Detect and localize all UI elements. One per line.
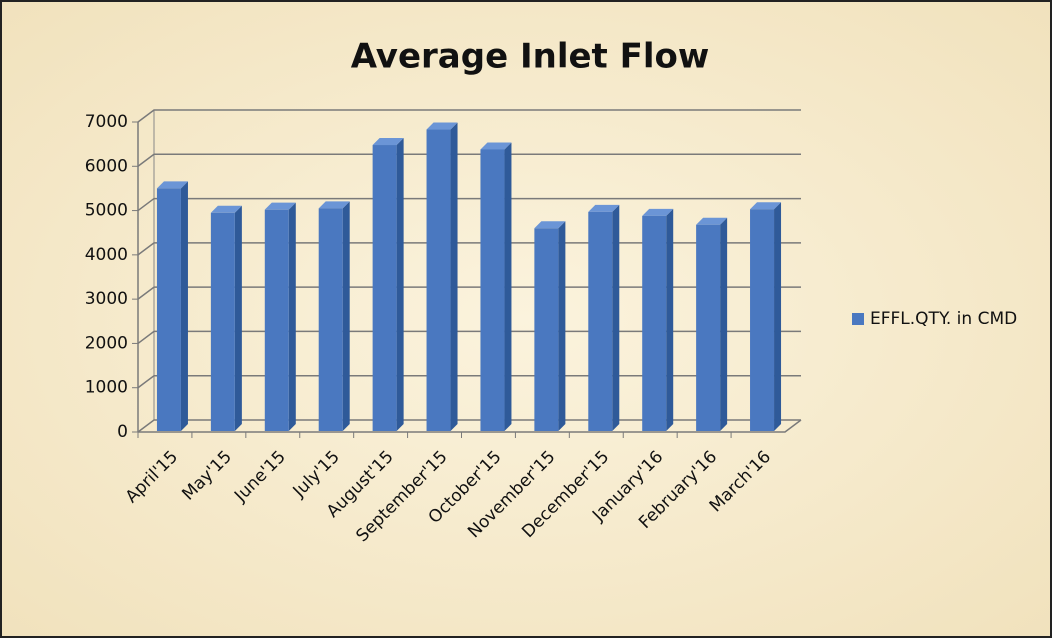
grid-line xyxy=(137,197,801,212)
bar xyxy=(696,224,721,431)
bar-top xyxy=(156,181,188,189)
bar xyxy=(534,228,559,431)
grid-line xyxy=(137,330,801,345)
bar-side xyxy=(450,122,458,432)
bar-top xyxy=(318,201,350,209)
bar-top xyxy=(642,208,674,216)
grid-line xyxy=(137,419,801,433)
bar-side xyxy=(288,202,296,431)
bar xyxy=(156,188,181,431)
y-tick-label: 0 xyxy=(117,422,128,442)
legend-label: EFFL.QTY. in CMD xyxy=(870,309,1018,329)
bar-top xyxy=(264,202,296,210)
chart-title: Average Inlet Flow xyxy=(351,37,710,77)
bar xyxy=(642,215,667,431)
bar-side xyxy=(666,208,674,431)
bar-top xyxy=(480,142,512,150)
bar-side xyxy=(558,221,566,431)
y-tick-label: 2000 xyxy=(85,333,128,353)
y-tick-label: 5000 xyxy=(85,201,128,221)
bar-top xyxy=(372,138,404,146)
bar-top xyxy=(588,204,620,212)
grid-line xyxy=(137,153,801,167)
bar-side xyxy=(504,142,512,431)
bar xyxy=(426,129,451,431)
bar-top xyxy=(750,202,782,210)
bar-side xyxy=(234,205,242,431)
legend-swatch xyxy=(852,313,864,325)
bar xyxy=(372,145,397,431)
y-tick-label: 7000 xyxy=(85,112,128,132)
grid-line xyxy=(137,374,801,389)
bar-side xyxy=(612,204,620,431)
bar-side xyxy=(342,201,350,431)
y-tick-label: 3000 xyxy=(85,289,128,309)
bar-top xyxy=(696,217,728,225)
y-tick-label: 4000 xyxy=(85,245,128,265)
grid-line xyxy=(137,109,801,123)
bar-side xyxy=(774,202,782,431)
bar xyxy=(588,211,613,431)
bar-side xyxy=(720,217,728,431)
legend: EFFL.QTY. in CMD xyxy=(852,306,1032,332)
bar xyxy=(318,208,343,431)
bar-top xyxy=(426,122,458,130)
bar xyxy=(750,209,775,431)
y-tick-label: 6000 xyxy=(85,156,128,176)
bar xyxy=(210,212,235,431)
bar-side xyxy=(180,181,188,431)
bar xyxy=(264,209,289,431)
grid-line xyxy=(137,242,801,256)
bar-side xyxy=(396,138,404,431)
grid-line xyxy=(137,286,801,300)
bar xyxy=(480,149,505,431)
bar-top xyxy=(534,221,566,229)
bar-top xyxy=(210,205,242,213)
y-tick-label: 1000 xyxy=(85,378,128,398)
